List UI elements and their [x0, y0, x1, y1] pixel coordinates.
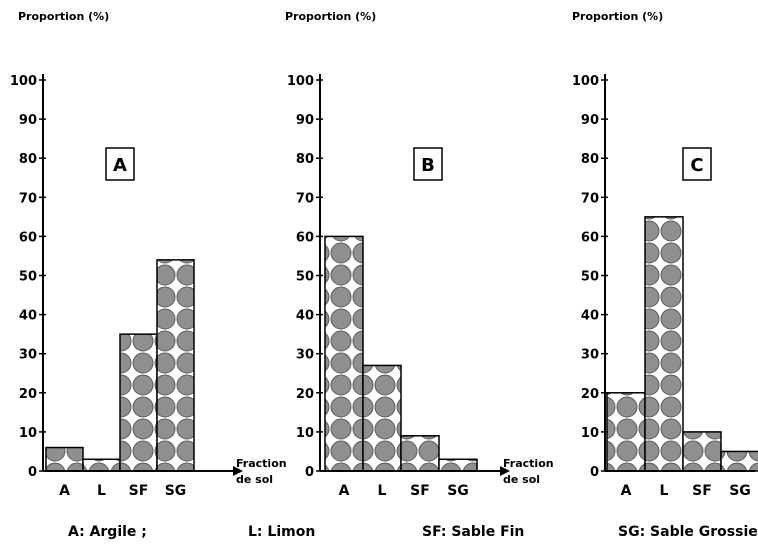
y-tick-label: 10 [19, 426, 37, 441]
category-label: SF [410, 483, 430, 499]
bar-SF [682, 431, 722, 472]
category-label: SF [692, 483, 712, 499]
y-tick-label: 30 [296, 348, 314, 363]
panel-letter-box [105, 147, 135, 181]
y-tick-label: 60 [296, 230, 314, 245]
x-axis-arrow [233, 466, 243, 476]
category-label: SG [165, 483, 187, 499]
category-label: L [660, 483, 669, 499]
y-tick-label: 40 [19, 309, 37, 324]
panel-letter-box [682, 147, 712, 181]
bar-L [362, 364, 402, 472]
y-axis-label: Proportion (%) [18, 10, 109, 23]
y-tick-label: 100 [287, 74, 314, 89]
panel-B: Proportion (%) A L SF SG 0 10 20 30 40 50 60 70 80 90 1… [285, 10, 554, 499]
bar-SF [400, 435, 440, 472]
y-tick-label: 40 [296, 309, 314, 324]
bar-SF [119, 333, 158, 472]
bar-SG [438, 458, 478, 472]
panel-C: Proportion (%) A L SF SG 0 10 20 30 40 50 60 70 80 90 1… [572, 10, 758, 499]
y-tick-label: 100 [10, 74, 37, 89]
y-tick-label: 30 [19, 348, 37, 363]
y-axis-label: Proportion (%) [285, 10, 376, 23]
category-label: SF [129, 483, 149, 499]
legend-sable-grossier: SG: Sable Grossier [618, 524, 758, 540]
y-tick-label: 50 [19, 270, 37, 285]
legend-limon: L: Limon [248, 524, 315, 540]
y-tick-label: 70 [19, 191, 37, 206]
y-tick-label: 90 [581, 113, 599, 128]
y-tick-label: 90 [296, 113, 314, 128]
bar-A [45, 446, 84, 472]
y-tick-label: 70 [296, 191, 314, 206]
bar-A [324, 235, 364, 472]
y-tick-label: 0 [305, 465, 314, 480]
category-label: L [378, 483, 387, 499]
y-tick-label: 40 [581, 309, 599, 324]
x-axis-label: Fraction [236, 457, 287, 470]
y-tick-label: 20 [296, 387, 314, 402]
category-label: A [59, 483, 70, 499]
bar-L [644, 216, 684, 472]
panel-A: Proportion (%) A L SF SG 0 10 20 30 40 50 60 70 80 90 1… [10, 10, 287, 499]
x-axis-arrow [500, 466, 510, 476]
y-tick-label: 50 [581, 270, 599, 285]
bar-L [82, 458, 121, 472]
x-axis-label: de sol [236, 473, 273, 486]
y-tick-label: 20 [581, 387, 599, 402]
y-tick-label: 10 [296, 426, 314, 441]
category-label: L [97, 483, 106, 499]
y-tick-label: 0 [590, 465, 599, 480]
x-axis-label: Fraction [503, 457, 554, 470]
panel-letter-box [413, 147, 443, 181]
y-tick-label: 60 [19, 230, 37, 245]
bar-SG [156, 259, 195, 472]
category-label: SG [447, 483, 469, 499]
bar-A [606, 392, 646, 472]
legend-sable-fin: SF: Sable Fin [422, 524, 524, 540]
y-tick-label: 90 [19, 113, 37, 128]
panel-letter: A [113, 155, 127, 176]
y-tick-label: 60 [581, 230, 599, 245]
category-label: A [621, 483, 632, 499]
y-tick-label: 80 [19, 152, 37, 167]
category-label: SG [729, 483, 751, 499]
panel-letter: B [421, 155, 435, 176]
legend-argile: A: Argile ; [68, 524, 147, 540]
y-tick-label: 50 [296, 270, 314, 285]
y-tick-label: 80 [581, 152, 599, 167]
bar-SG [720, 450, 758, 472]
y-tick-label: 100 [572, 74, 599, 89]
panel-letter: C [690, 155, 703, 176]
y-tick-label: 0 [28, 465, 37, 480]
y-tick-label: 70 [581, 191, 599, 206]
category-label: A [339, 483, 350, 499]
y-tick-label: 20 [19, 387, 37, 402]
y-axis-label: Proportion (%) [572, 10, 663, 23]
x-axis-label: de sol [503, 473, 540, 486]
y-tick-label: 10 [581, 426, 599, 441]
y-tick-label: 30 [581, 348, 599, 363]
y-tick-label: 80 [296, 152, 314, 167]
